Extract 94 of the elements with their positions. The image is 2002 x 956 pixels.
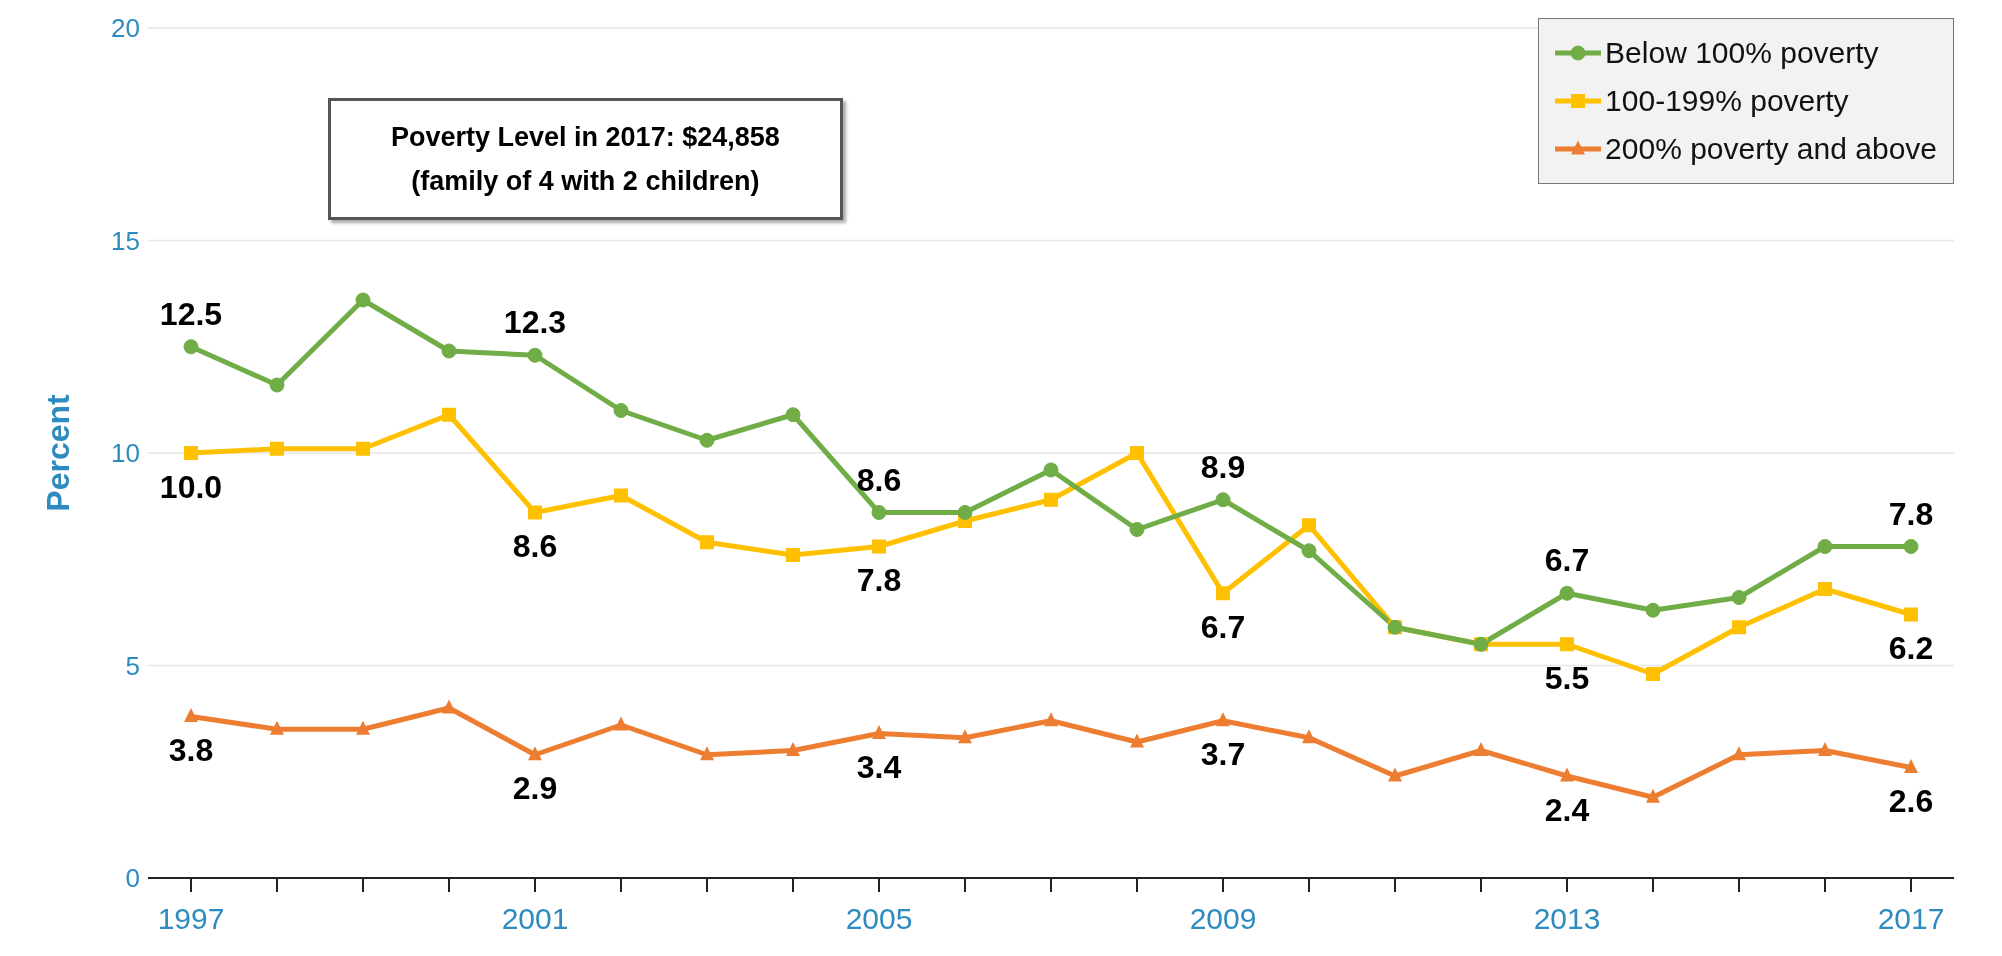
data-label: 6.2 — [1888, 630, 1934, 667]
point — [957, 505, 973, 520]
point — [786, 548, 800, 562]
point — [528, 746, 542, 761]
point — [527, 347, 543, 363]
point — [184, 446, 198, 460]
data-label: 7.8 — [856, 562, 902, 599]
annotation: (family of 4 with 2 children) — [410, 165, 761, 198]
point — [1388, 767, 1402, 782]
point — [442, 407, 456, 422]
data-label: 3.7 — [1200, 736, 1246, 773]
data-label: 2.6 — [1888, 783, 1934, 820]
point — [1043, 462, 1059, 478]
x-tick-label: 2009 — [1189, 902, 1257, 936]
data-label: 6.7 — [1200, 608, 1246, 645]
data-label: 12.3 — [503, 304, 567, 341]
point — [356, 441, 370, 456]
data-label: 2.9 — [512, 770, 558, 807]
point — [1731, 590, 1747, 605]
x-tick-label: 2013 — [1533, 902, 1601, 936]
point — [1130, 733, 1144, 748]
y-tick-label: 20 — [111, 13, 140, 44]
y-tick-label: 10 — [111, 438, 140, 469]
x-tick-label: 2017 — [1877, 902, 1945, 936]
data-label: 10.0 — [159, 468, 223, 505]
data-label: 7.8 — [1888, 495, 1934, 532]
point — [1559, 585, 1575, 601]
point — [1301, 543, 1317, 559]
point — [1560, 767, 1574, 782]
data-label: 5.5 — [1544, 659, 1590, 696]
x-tick-label: 2001 — [501, 902, 569, 936]
point — [1645, 602, 1661, 618]
data-label: 8.6 — [856, 461, 902, 498]
point — [1044, 492, 1058, 507]
point — [442, 699, 456, 714]
x-tick-label: 1997 — [157, 902, 225, 936]
note-box: Poverty Level in 2017: $24,858 (family of 4 with 2 children) — [328, 98, 843, 220]
data-label: 2.4 — [1544, 791, 1590, 828]
y-tick-label: 0 — [125, 863, 140, 894]
point — [614, 488, 628, 503]
data-label: 3.8 — [168, 732, 214, 769]
point — [269, 377, 285, 393]
y-tick-label: 5 — [125, 650, 140, 681]
point — [1818, 582, 1832, 596]
point — [614, 716, 628, 731]
point — [1130, 446, 1144, 460]
data-label: 12.5 — [159, 295, 223, 332]
point — [1904, 607, 1918, 622]
point — [270, 720, 284, 735]
point — [1216, 586, 1230, 601]
point — [700, 535, 714, 550]
point — [1474, 742, 1488, 757]
point — [1732, 746, 1746, 761]
point — [1302, 729, 1316, 744]
annotation: Poverty Level in 2017: $24,858 — [391, 121, 780, 154]
data-label: 3.4 — [856, 749, 902, 786]
point — [700, 746, 714, 761]
point — [1302, 518, 1316, 533]
point — [184, 708, 198, 723]
point — [1818, 742, 1832, 757]
point — [872, 725, 886, 740]
point — [1817, 539, 1833, 554]
point — [785, 407, 801, 423]
point — [786, 742, 800, 757]
point — [699, 432, 715, 448]
point — [1129, 522, 1145, 537]
point — [441, 343, 457, 359]
data-label: 6.7 — [1544, 542, 1590, 579]
point — [270, 441, 284, 456]
point — [958, 729, 972, 744]
point — [1215, 492, 1231, 508]
y-axis-title: Percent — [40, 393, 77, 512]
point — [183, 339, 199, 355]
point — [1646, 788, 1660, 803]
y-tick-label: 15 — [111, 225, 140, 256]
legend-label: 100-199% poverty — [1605, 84, 1849, 118]
point — [1216, 712, 1230, 727]
point — [1903, 539, 1919, 554]
legend-label: 200% poverty and above — [1605, 132, 1937, 166]
point — [1904, 759, 1918, 774]
point — [1044, 712, 1058, 727]
point — [355, 292, 371, 308]
point — [613, 403, 629, 418]
point — [528, 505, 542, 520]
point — [356, 720, 370, 735]
point — [871, 505, 887, 520]
data-label: 8.6 — [512, 528, 558, 565]
point — [1732, 620, 1746, 635]
point — [1646, 667, 1660, 681]
data-label: 8.9 — [1200, 448, 1246, 485]
point — [1560, 637, 1574, 652]
point — [872, 539, 886, 554]
legend-label: Below 100% poverty — [1605, 36, 1879, 70]
x-tick-label: 2005 — [845, 902, 913, 936]
